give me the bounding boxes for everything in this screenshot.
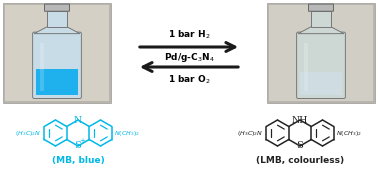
Text: $(H_3C)_2N$: $(H_3C)_2N$ — [15, 128, 42, 138]
Text: Pd/g-C$_3$N$_4$: Pd/g-C$_3$N$_4$ — [164, 51, 214, 64]
Text: N: N — [74, 116, 82, 125]
Text: 1 bar H$_2$: 1 bar H$_2$ — [168, 29, 210, 41]
Text: $N(CH_3)_2$: $N(CH_3)_2$ — [114, 128, 140, 138]
Polygon shape — [34, 27, 80, 34]
Text: S: S — [297, 141, 304, 150]
Bar — [304, 43, 308, 91]
Polygon shape — [298, 27, 344, 34]
Text: (LMB, colourless): (LMB, colourless) — [256, 156, 344, 165]
Bar — [267, 3, 375, 103]
Text: 1 bar O$_2$: 1 bar O$_2$ — [168, 73, 210, 86]
Bar — [40, 43, 44, 91]
Bar — [47, 11, 67, 27]
FancyBboxPatch shape — [308, 4, 333, 11]
Text: $(H_3C)_2N$: $(H_3C)_2N$ — [237, 128, 264, 138]
Text: NH: NH — [292, 116, 308, 125]
Text: $N(CH_3)_2$: $N(CH_3)_2$ — [336, 128, 362, 138]
FancyBboxPatch shape — [33, 32, 81, 99]
FancyBboxPatch shape — [45, 4, 70, 11]
Text: +: + — [79, 138, 85, 144]
Bar — [3, 3, 111, 103]
Bar — [5, 5, 109, 101]
Bar — [269, 5, 373, 101]
Bar — [311, 11, 331, 27]
Text: S: S — [74, 141, 81, 150]
Bar — [36, 69, 78, 95]
Bar — [300, 72, 342, 95]
FancyBboxPatch shape — [297, 32, 345, 99]
Text: (MB, blue): (MB, blue) — [52, 156, 104, 165]
